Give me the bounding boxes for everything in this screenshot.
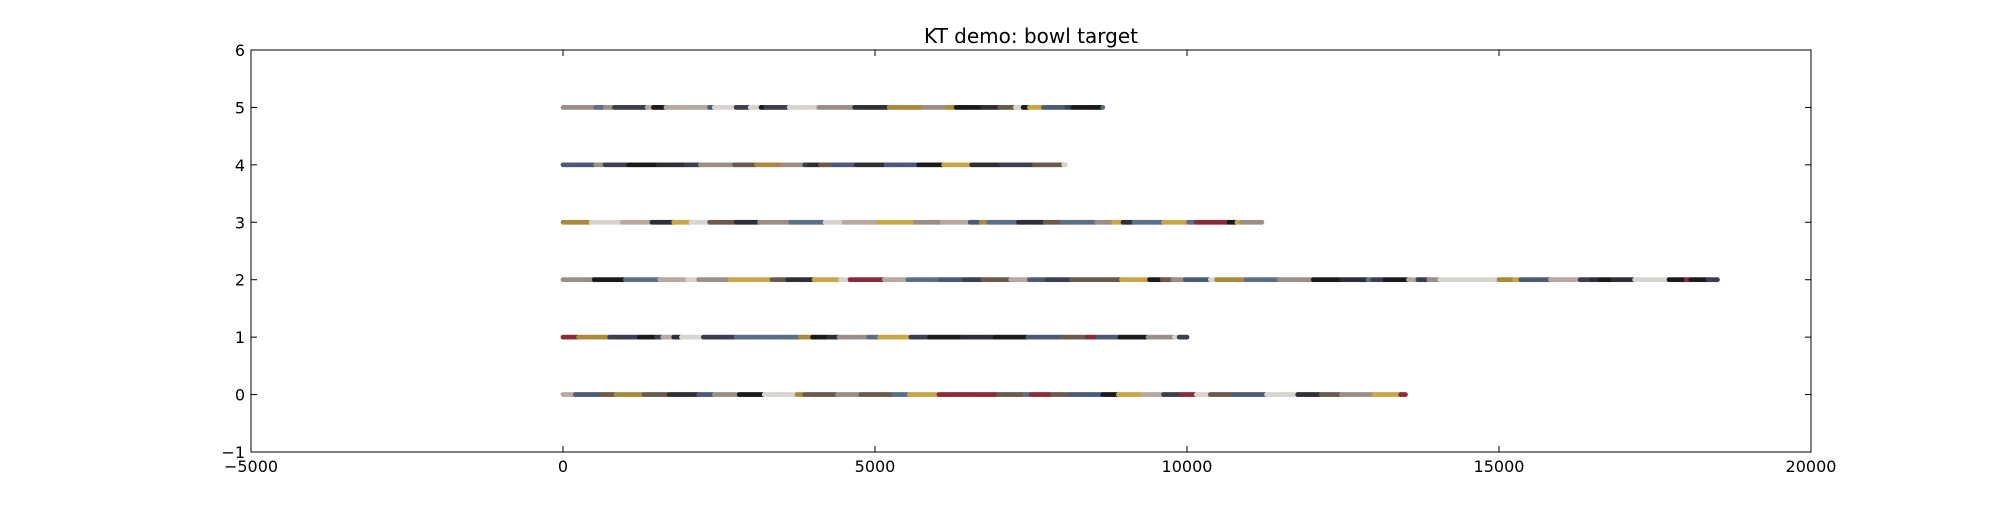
data-point xyxy=(1062,162,1068,168)
points-layer xyxy=(560,105,1720,397)
data-point xyxy=(1100,105,1106,110)
series-row-0 xyxy=(560,392,1408,397)
series-row-4 xyxy=(560,162,1068,168)
x-tick-label: −5000 xyxy=(224,457,278,476)
series-row-2 xyxy=(560,277,1720,283)
ticks-layer: −5000 0 5000 10000 15000 20000 −1 0 1 2 3 4 5 6 xyxy=(221,41,1836,476)
x-tick-label: 5000 xyxy=(855,457,896,476)
x-tick-label: 10000 xyxy=(1162,457,1213,476)
data-point xyxy=(1715,277,1720,283)
data-point xyxy=(1184,334,1190,340)
data-point xyxy=(1259,219,1265,225)
plot-frame xyxy=(250,49,1812,453)
y-tick-label: 4 xyxy=(235,156,245,175)
chart-title: KT demo: bowl target xyxy=(924,24,1138,48)
y-tick-label: 2 xyxy=(235,271,245,290)
x-tick-label: 20000 xyxy=(1786,457,1837,476)
y-tick-label: 1 xyxy=(235,328,245,347)
series-row-5 xyxy=(560,105,1106,110)
series-row-3 xyxy=(560,219,1265,225)
y-tick-label: 6 xyxy=(235,41,245,60)
series-row-1 xyxy=(560,334,1190,340)
y-tick-label: −1 xyxy=(221,443,245,462)
x-tick-label: 15000 xyxy=(1474,457,1525,476)
x-tick-label: 0 xyxy=(558,457,568,476)
y-tick-label: 3 xyxy=(235,213,245,232)
data-point xyxy=(1403,392,1408,397)
y-tick-label: 0 xyxy=(235,386,245,405)
y-tick-label: 5 xyxy=(235,98,245,117)
